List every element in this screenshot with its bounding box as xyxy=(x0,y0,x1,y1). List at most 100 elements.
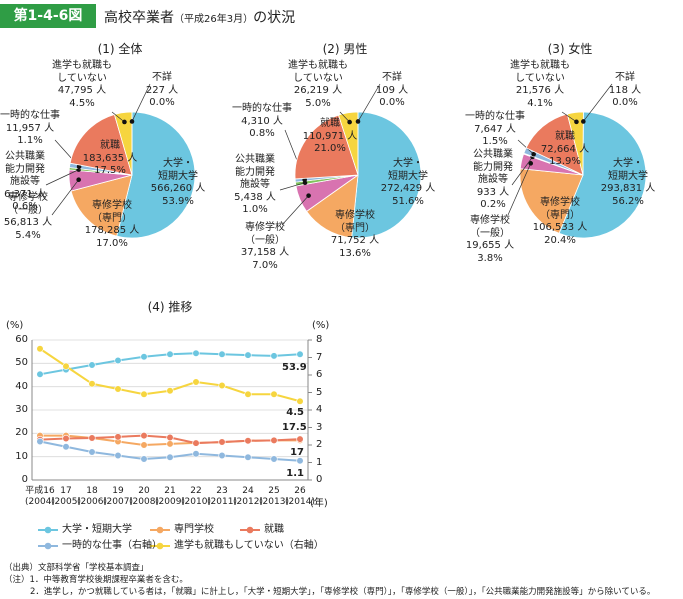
slice-name: 公共職業 能力開発 施設等 xyxy=(235,154,275,190)
slice-name: 一時的な仕事 xyxy=(232,103,292,114)
leader-dot xyxy=(76,164,82,170)
data-point xyxy=(166,433,174,442)
slice-count: 106,533 人 xyxy=(532,222,588,233)
data-point xyxy=(270,455,278,463)
slice-percent: 1.0% xyxy=(242,204,268,215)
data-point xyxy=(62,443,70,451)
pie-label: 不詳 109 人 0.0% xyxy=(376,72,408,110)
slice-name: 公共職業 能力開発 施設等 xyxy=(5,151,45,187)
slice-count: 37,158 人 xyxy=(240,247,290,258)
y-tick-label: 50 xyxy=(15,357,28,369)
pie-label: 一時的な仕事 4,310 人 0.8% xyxy=(232,103,292,141)
pie-label: 不詳 227 人 0.0% xyxy=(146,72,178,110)
legend-marker xyxy=(156,526,164,534)
slice-name: 大学・ 短期大学 xyxy=(388,158,428,182)
y2-tick-label: 5 xyxy=(316,386,323,398)
slice-count: 272,429 人 xyxy=(380,183,436,194)
leader-dot xyxy=(581,119,586,124)
slice-name: 進学も就職も していない xyxy=(510,60,570,84)
slice-percent: 5.0% xyxy=(305,97,331,109)
pie-label: 公共職業 能力開発 施設等 5,438 人 1.0% xyxy=(234,154,276,217)
pie-label: 進学も就職も していない 21,576 人 4.1% xyxy=(510,60,570,110)
data-point xyxy=(244,437,252,445)
pie-label: 進学も就職も していない 26,219 人 5.0% xyxy=(288,60,348,110)
pie-label: 専修学校 （専門） 71,752 人 13.6% xyxy=(331,210,379,260)
data-point xyxy=(296,457,304,465)
slice-percent: 56.2% xyxy=(612,195,644,207)
data-point xyxy=(270,352,278,360)
legend-marker xyxy=(156,542,164,550)
x-tick-label: 21 (2009) xyxy=(155,486,185,507)
leader-line xyxy=(339,111,350,123)
x-tick-label: 24 (2012) xyxy=(233,486,263,507)
y2-tick-label: 2 xyxy=(316,439,323,450)
pie-slice xyxy=(558,111,647,239)
x-axis-unit: (年) xyxy=(310,498,328,509)
slice-name: 専修学校 （一般） xyxy=(244,222,285,246)
slice-percent: 17.0% xyxy=(96,237,128,249)
data-point xyxy=(244,453,252,461)
leader-line xyxy=(507,163,532,216)
pie-label: 専修学校 （専門） 178,285 人 17.0% xyxy=(85,200,140,250)
slice-name: 不詳 xyxy=(381,72,402,83)
source-note: （出典）文部科学省「学校基本調査」 xyxy=(4,563,149,573)
slice-percent: 1.5% xyxy=(482,136,508,147)
figure-title: 高校卒業者（平成26年3月）の状況 xyxy=(104,7,295,27)
pie-label: 進学も就職も していない 47,795 人 4.5% xyxy=(52,60,112,110)
slice-name: 不詳 xyxy=(151,72,172,83)
data-point xyxy=(192,378,200,386)
leader-line xyxy=(511,156,533,186)
data-point xyxy=(140,390,148,398)
data-point xyxy=(114,433,122,441)
slice-count: 933 人 xyxy=(476,186,510,198)
data-point xyxy=(296,350,304,358)
data-point xyxy=(244,390,252,398)
slice-percent: 0.0% xyxy=(612,97,638,108)
pie-label: 公共職業 能力開発 施設等 6,371 人 0.6% xyxy=(4,151,46,214)
pie-label: 専修学校 （一般） 56,813 人 5.4% xyxy=(4,192,52,242)
title: 高校卒業者 xyxy=(104,10,174,26)
slice-name: 進学も就職も していない xyxy=(288,60,348,84)
y2-tick-label: 1 xyxy=(316,456,323,468)
legend-label: 一時的な仕事（右軸） xyxy=(62,540,162,551)
pie-slice xyxy=(70,174,133,237)
slice-percent: 1.1% xyxy=(17,135,43,146)
slice-name: 大学・ 短期大学 xyxy=(158,158,198,182)
end-value-label: 17.5 xyxy=(282,422,307,434)
leader-dot xyxy=(122,119,127,125)
slice-count: 47,795 人 xyxy=(57,85,107,96)
slice-name: 進学も就職も していない xyxy=(52,60,112,84)
slice-percent: 53.9% xyxy=(162,195,194,207)
x-tick-label: 20 (2008) xyxy=(129,486,159,507)
pie-label: 一時的な仕事 11,957 人 1.1% xyxy=(0,110,60,148)
legend-marker xyxy=(44,526,52,534)
leader-dot xyxy=(129,119,135,124)
y-tick-label: 30 xyxy=(15,404,28,415)
y2-tick-label: 6 xyxy=(316,369,323,380)
slice-count: 11,957 人 xyxy=(5,122,55,134)
leader-line xyxy=(45,169,79,186)
x-tick-label: 平成16 (2004) xyxy=(25,486,55,507)
y-tick-label: 40 xyxy=(15,380,28,392)
y2-tick-label: 4 xyxy=(316,404,323,415)
pie-subtitle: (3) 女性 xyxy=(547,42,593,56)
pie-label: 大学・ 短期大学 272,429 人 51.6% xyxy=(381,158,436,208)
slice-percent: 51.6% xyxy=(392,195,424,207)
slice-name: 専修学校 （専門） xyxy=(540,197,580,221)
leader-line xyxy=(281,195,309,226)
y2-tick-label: 8 xyxy=(316,334,323,345)
data-point xyxy=(166,350,174,358)
slice-count: 56,813 人 xyxy=(3,217,53,228)
title-note: （平成26年3月） xyxy=(174,14,254,25)
leader-dot xyxy=(306,193,311,198)
slice-count: 26,219 人 xyxy=(293,85,343,96)
pie-slice xyxy=(116,111,196,239)
pie-label: 一時的な仕事 7,647 人 1.5% xyxy=(465,111,525,149)
pie-subtitle: (2) 男性 xyxy=(322,42,368,56)
data-point xyxy=(88,434,96,442)
slice-percent: 5.4% xyxy=(15,229,41,241)
slice-count: 6,371 人 xyxy=(4,188,46,200)
slice-count: 110,971 人 xyxy=(302,130,358,142)
slice-percent: 4.5% xyxy=(69,97,95,109)
slice-name: 大学・ 短期大学 xyxy=(608,158,648,182)
